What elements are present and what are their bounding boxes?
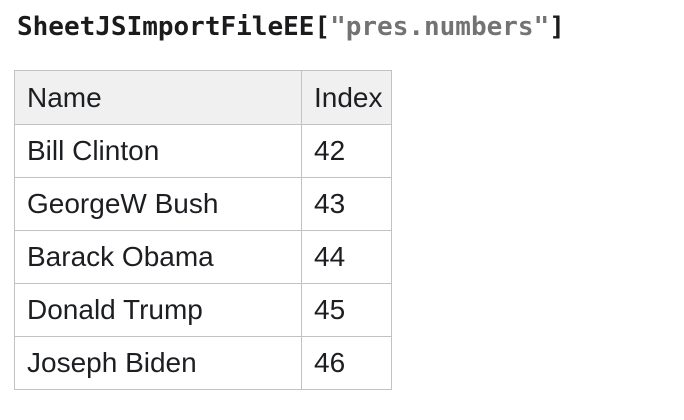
cell-index: 43 <box>301 177 392 231</box>
cell-name: GeorgeW Bush <box>14 177 302 231</box>
presidents-table: Name Index Bill Clinton 42 GeorgeW Bush … <box>14 70 392 390</box>
table-row: Barack Obama 44 <box>14 230 392 284</box>
title-closing-bracket: ] <box>549 12 565 42</box>
page: SheetJSImportFileEE["pres.numbers"] Name… <box>14 12 684 390</box>
table-row: Donald Trump 45 <box>14 283 392 337</box>
cell-name: Donald Trump <box>14 283 302 337</box>
title-code-prefix: SheetJSImportFileEE[ <box>17 12 331 42</box>
cell-name: Barack Obama <box>14 230 302 284</box>
table-row: GeorgeW Bush 43 <box>14 177 392 231</box>
column-header-name: Name <box>14 70 302 125</box>
table-row: Bill Clinton 42 <box>14 124 392 178</box>
cell-index: 46 <box>301 336 392 390</box>
page-title: SheetJSImportFileEE["pres.numbers"] <box>17 12 684 42</box>
cell-name: Joseph Biden <box>14 336 302 390</box>
cell-index: 45 <box>301 283 392 337</box>
cell-index: 44 <box>301 230 392 284</box>
table-header-row: Name Index <box>14 70 392 125</box>
cell-index: 42 <box>301 124 392 178</box>
table-row: Joseph Biden 46 <box>14 336 392 390</box>
column-header-index: Index <box>301 70 392 125</box>
cell-name: Bill Clinton <box>14 124 302 178</box>
title-filename-string: "pres.numbers" <box>330 12 550 42</box>
